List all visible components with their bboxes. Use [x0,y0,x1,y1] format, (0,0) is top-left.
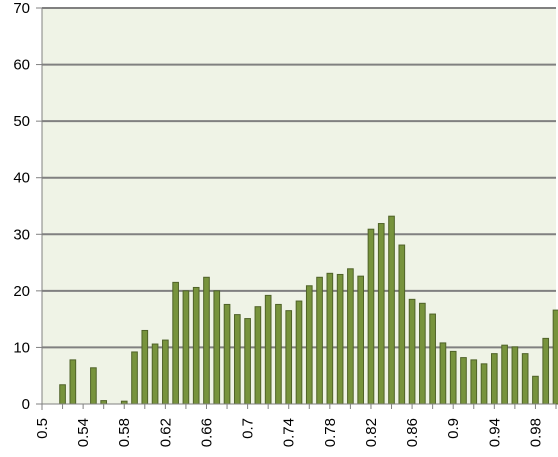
bar [203,276,210,405]
bar [511,346,519,405]
bar [316,276,323,405]
bar [470,359,478,405]
bar [347,268,354,405]
x-tick-label: 0.7 [240,418,257,439]
bar [244,318,251,405]
x-tick-labels: 0.5 0.54 0.58 0.62 0.66 0.7 0.74 0.78 0.82 0.86 0.… [34,418,544,447]
bar [151,343,159,405]
y-tick-label: 50 [13,113,30,130]
x-tick-label: 0.66 [198,418,215,447]
bar [305,285,313,405]
bar [377,223,385,405]
bar [223,303,231,405]
y-tick-label: 10 [13,339,30,356]
bar [326,272,334,405]
x-tick-label: 0.5 [34,418,51,439]
bar [552,309,558,405]
y-tick-label: 70 [13,0,30,17]
bar [69,359,77,405]
bar [213,290,221,405]
x-tick-label: 0.82 [363,418,380,447]
bar [542,337,550,405]
axes [36,7,557,410]
bar [439,342,447,405]
bar [233,314,241,405]
bar [449,350,457,405]
bar [182,290,190,405]
bar [285,310,293,405]
bar [90,367,97,405]
bar [264,294,272,405]
bar [501,344,508,405]
bar [141,329,149,405]
bar [192,286,200,405]
bar [388,215,395,405]
bar [521,353,529,405]
x-tick-label: 0.86 [404,418,421,447]
bar [275,303,282,405]
x-tick-label: 0.94 [486,418,503,447]
bar [295,300,303,405]
bar [490,353,498,405]
y-tick-label: 30 [13,226,30,243]
x-tick-label: 0.98 [527,418,544,447]
bar [398,244,406,405]
bar [162,339,169,405]
y-tick-label: 20 [13,283,30,300]
bar [357,275,365,405]
bar [172,281,179,405]
bar [367,228,375,405]
y-tick-labels: 0 10 20 30 40 50 60 70 [13,0,30,413]
bar [100,400,108,405]
x-tick-label: 0.9 [445,418,462,439]
gridlines [42,7,556,349]
x-tick-label: 0.62 [157,418,174,447]
bar [408,298,416,405]
bar [480,363,488,405]
y-tick-label: 60 [13,57,30,74]
x-tick-label: 0.58 [116,418,133,447]
bar [419,302,426,405]
bar [59,384,66,405]
y-tick-label: 0 [22,396,30,413]
y-tick-label: 40 [13,170,30,187]
bars [59,215,558,405]
x-tick-label: 0.74 [281,418,298,447]
bar [429,313,436,405]
x-tick-label: 0.78 [322,418,339,447]
x-tick-label: 0.54 [75,418,92,447]
bar [532,375,539,405]
bar [460,357,467,405]
bar [254,306,262,405]
bar [336,273,344,405]
bar [131,351,138,405]
